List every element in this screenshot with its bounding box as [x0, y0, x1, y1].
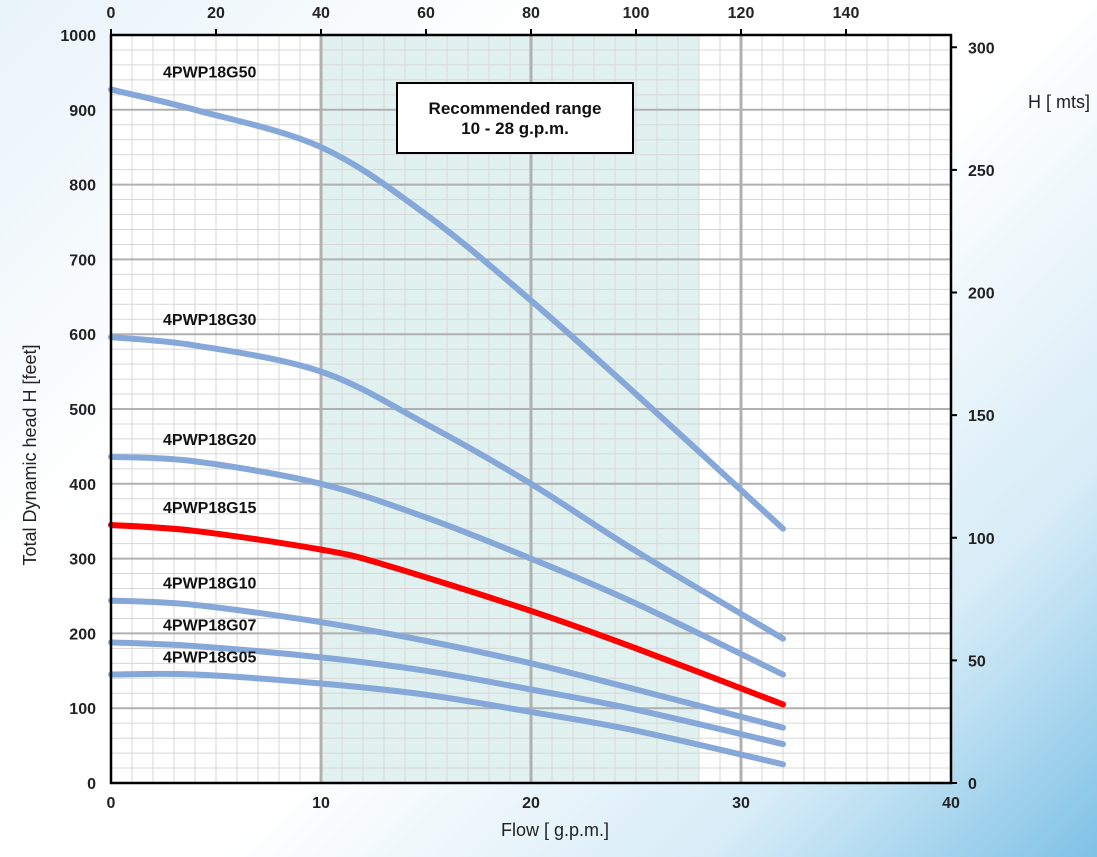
series-line-4pwp18g10	[108, 597, 786, 731]
y2-tick-label: 200	[968, 286, 995, 303]
y2-tick-label: 100	[968, 531, 995, 548]
y-tick-label: 0	[87, 776, 96, 793]
series-label-4pwp18g05: 4PWP18G05	[163, 650, 256, 667]
y2-tick-label: 0	[968, 776, 977, 793]
y-tick-label: 900	[69, 103, 96, 120]
y2-tick-label: 300	[968, 40, 995, 57]
y2-tick-label: 250	[968, 163, 995, 180]
series-label-4pwp18g30: 4PWP18G30	[163, 312, 256, 329]
series-line-4pwp18g15	[108, 521, 786, 708]
series-label-4pwp18g07: 4PWP18G07	[163, 617, 256, 634]
x2-tick-label: 0	[107, 5, 116, 22]
series-label-4pwp18g15: 4PWP18G15	[163, 500, 256, 517]
x2-tick-label: 20	[207, 5, 225, 22]
y-tick-label: 800	[69, 178, 96, 195]
y-tick-label: 600	[69, 327, 96, 344]
series-label-4pwp18g10: 4PWP18G10	[163, 575, 256, 592]
series-line-4pwp18g30	[108, 334, 786, 642]
y-tick-label: 500	[69, 402, 96, 419]
series-label-4pwp18g50: 4PWP18G50	[163, 65, 256, 82]
series-label-4pwp18g20: 4PWP18G20	[163, 432, 256, 449]
x2-tick-label: 60	[417, 5, 435, 22]
y-tick-label: 300	[69, 552, 96, 569]
y2-tick-label: 50	[968, 653, 986, 670]
x2-tick-label: 80	[522, 5, 540, 22]
x-tick-label: 30	[732, 795, 750, 812]
y-tick-label: 1000	[60, 28, 96, 45]
note-line-1: Recommended range	[429, 99, 602, 118]
y2-tick-label: 150	[968, 408, 995, 425]
note-box	[396, 82, 634, 154]
x-tick-label: 10	[312, 795, 330, 812]
x-tick-label: 0	[107, 795, 116, 812]
series-line-4pwp18g07	[108, 639, 786, 748]
series-line-4pwp18g50	[108, 86, 786, 532]
y-axis-title: Total Dynamic head H [feet]	[20, 344, 40, 565]
ticks-layer: 0 10 20 30 400100200300400500600700800900100…	[60, 5, 994, 812]
x-axis-title: Flow [ g.p.m.]	[501, 820, 609, 840]
y2-axis-title: H [ mts]	[1028, 92, 1090, 112]
note-line-2: 10 - 28 g.p.m.	[461, 119, 569, 138]
x-tick-label: 20	[522, 795, 540, 812]
x-tick-label: 40	[942, 795, 960, 812]
y-tick-label: 400	[69, 477, 96, 494]
y-tick-label: 200	[69, 626, 96, 643]
series-line-4pwp18g20	[108, 453, 786, 678]
y-tick-label: 100	[69, 701, 96, 718]
x2-tick-label: 40	[312, 5, 330, 22]
y-tick-label: 700	[69, 252, 96, 269]
x2-tick-label: 140	[833, 5, 860, 22]
x2-tick-label: 100	[623, 5, 650, 22]
series-line-4pwp18g05	[108, 670, 786, 768]
x2-tick-label: 120	[728, 5, 755, 22]
recommended-range-note: Recommended range 10 - 28 g.p.m.	[396, 82, 634, 154]
series-layer: 4PWP18G50 4PWP18G30 4PWP18G20 4PWP18G15 4PWP…	[108, 65, 786, 768]
